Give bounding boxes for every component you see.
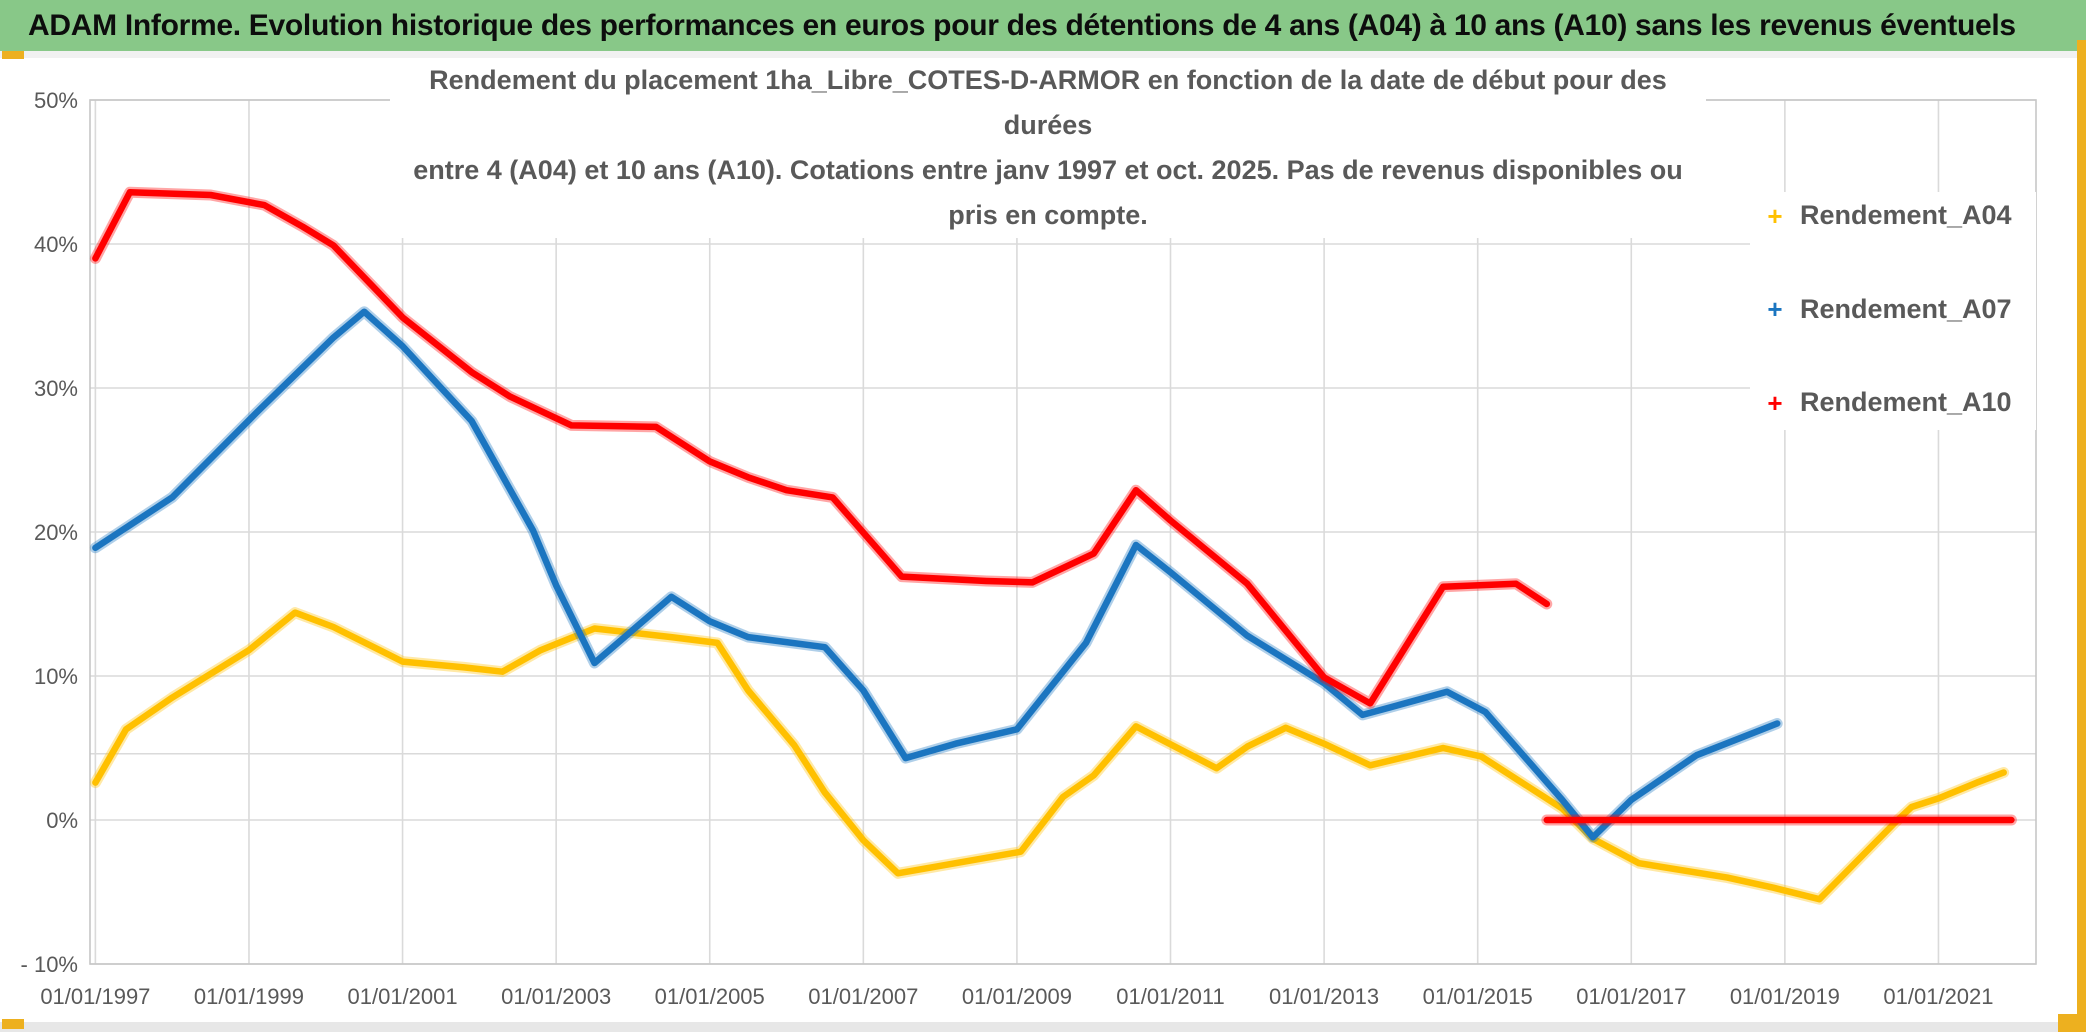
- plus-marker-icon: +: [1767, 294, 1783, 324]
- legend-label: Rendement_A04: [1800, 200, 2012, 230]
- legend-label: Rendement_A07: [1800, 293, 2012, 324]
- x-axis-tick-label: 01/01/2005: [655, 984, 765, 1009]
- series-halo-rendement_a10: [89, 186, 1553, 709]
- x-axis-tick-label: 01/01/2001: [348, 984, 458, 1009]
- window-edge-bottom: [0, 1022, 2086, 1032]
- chart-title-line1: Rendement du placement 1ha_Libre_COTES-D…: [429, 65, 1667, 140]
- legend-item-rendement-a07[interactable]: + Rendement_A07: [1764, 294, 2036, 325]
- x-axis-tick-label: 01/01/2011: [1116, 984, 1224, 1009]
- chart-title-line2: entre 4 (A04) et 10 ans (A10). Cotations…: [413, 155, 1683, 230]
- y-axis-tick-label: - 10%: [21, 952, 78, 977]
- subheader-strip: [0, 51, 2086, 58]
- header-bar: ADAM Informe. Evolution historique des p…: [0, 0, 2086, 51]
- y-axis-tick-label: 0%: [46, 808, 78, 833]
- x-axis-tick-label: 01/01/2019: [1730, 984, 1840, 1009]
- x-axis-tick-label: 01/01/2009: [962, 984, 1072, 1009]
- x-axis-tick-label: 01/01/2017: [1576, 984, 1686, 1009]
- accent-strip-right: [2077, 40, 2086, 1032]
- legend-item-rendement-a04[interactable]: + Rendement_A04: [1764, 200, 2036, 231]
- accent-dash-bottomleft: [2, 1019, 24, 1029]
- x-axis-tick-label: 01/01/2021: [1883, 984, 1993, 1009]
- accent-block-bottomright: [2058, 1014, 2086, 1032]
- plus-marker-icon: +: [1767, 387, 1783, 418]
- y-axis-tick-label: 10%: [34, 664, 78, 689]
- y-axis-tick-label: 20%: [34, 520, 78, 545]
- x-axis-tick-label: 01/01/2007: [808, 984, 918, 1009]
- x-axis-tick-label: 01/01/1997: [40, 984, 150, 1009]
- x-axis-tick-label: 01/01/2003: [501, 984, 611, 1009]
- x-axis-tick-label: 01/01/1999: [194, 984, 304, 1009]
- plus-marker-icon: +: [1767, 200, 1783, 231]
- y-axis-tick-label: 50%: [34, 88, 78, 113]
- legend-item-rendement-a10[interactable]: + Rendement_A10: [1764, 387, 2036, 418]
- chart-legend: + Rendement_A04 + Rendement_A07 + Rendem…: [1750, 192, 2036, 430]
- series-line-rendement_a07[interactable]: [92, 308, 1781, 841]
- series-line-rendement_a10[interactable]: [92, 188, 1551, 707]
- x-axis-tick-label: 01/01/2013: [1269, 984, 1379, 1009]
- series-line-rendement_a04[interactable]: [92, 609, 2007, 903]
- legend-label: Rendement_A10: [1800, 387, 2012, 417]
- page-title: ADAM Informe. Evolution historique des p…: [28, 8, 2016, 42]
- y-axis-tick-label: 30%: [34, 376, 78, 401]
- y-axis-tick-label: 40%: [34, 232, 78, 257]
- x-axis-tick-label: 01/01/2015: [1423, 984, 1533, 1009]
- accent-dash-topleft: [2, 51, 24, 59]
- series-halo-rendement_a04: [89, 607, 2010, 905]
- chart-title: Rendement du placement 1ha_Libre_COTES-D…: [390, 58, 1706, 238]
